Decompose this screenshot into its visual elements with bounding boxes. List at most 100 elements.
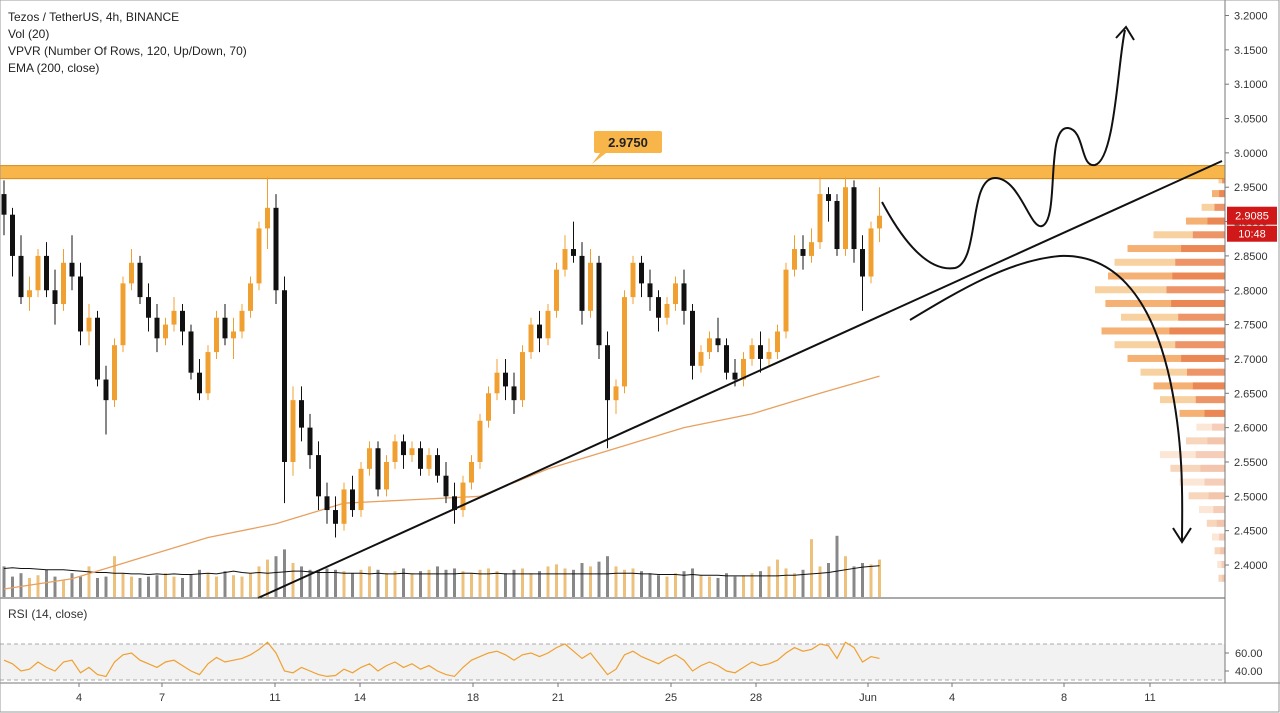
volume-bar [478, 569, 482, 597]
price-tick-label: 3.2000 [1234, 11, 1268, 23]
vpvr-bar-down [1207, 437, 1225, 445]
candle-body [367, 448, 372, 469]
candle-body [69, 262, 75, 277]
price-tick-label: 2.6000 [1234, 423, 1268, 435]
vpvr-bar [1160, 451, 1225, 459]
candle-body [426, 455, 432, 469]
candle-body [197, 372, 202, 394]
candle-body [282, 290, 287, 462]
time-tick-label: 8 [1061, 692, 1067, 704]
volume-bar [121, 573, 125, 597]
volume-bar [249, 573, 252, 597]
vpvr-bar-down [1186, 368, 1225, 376]
volume-bar [240, 576, 244, 597]
vpvr-bar-down [1222, 176, 1225, 184]
volume-bar [521, 568, 524, 597]
price-tick-label: 3.0500 [1234, 114, 1268, 126]
candle-body [860, 249, 865, 277]
volume-bar [657, 575, 660, 597]
vpvr-bar [1214, 547, 1225, 555]
vpvr-bar [1188, 492, 1225, 500]
volume-bar [665, 576, 669, 597]
volume-bar [733, 576, 737, 597]
vpvr-bar-down [1181, 354, 1225, 362]
vpvr-bar [1105, 299, 1225, 307]
resistance-label-box [594, 131, 662, 153]
candle-body [307, 427, 313, 456]
volume-bar [631, 568, 635, 597]
vpvr-indicator-label: VPVR (Number Of Rows, 120, Up/Down, 70) [8, 44, 247, 58]
volume-bar [648, 573, 652, 597]
volume-bar [572, 569, 575, 597]
candle-body [27, 290, 32, 298]
candle-body [52, 290, 58, 304]
vpvr-bar-down [1219, 533, 1225, 541]
volume-bar [810, 539, 813, 597]
volume-bar [351, 573, 354, 597]
rsi-line [3, 641, 880, 678]
candle-body [775, 331, 780, 353]
candle-body [469, 461, 474, 483]
volume-bar [36, 575, 40, 597]
volume-bar [79, 576, 82, 597]
candle-body [698, 352, 704, 366]
candle-body [401, 441, 406, 456]
vpvr-bar-down [1204, 409, 1225, 417]
candle-body [579, 255, 585, 311]
volume-bar [776, 559, 779, 597]
price-tick-label: 2.7000 [1234, 354, 1268, 366]
time-tick-label: 14 [354, 692, 366, 704]
chart-legend: Tezos / TetherUS, 4h, BINANCE Vol (20) V… [8, 9, 247, 77]
candle-body [384, 461, 389, 490]
candle-body [545, 310, 551, 339]
bearish-arrowhead [1172, 527, 1192, 544]
candle-body [273, 207, 279, 291]
vpvr-bar [1140, 368, 1225, 376]
vpvr-bar-down [1213, 506, 1225, 514]
candle-body [10, 214, 15, 256]
bullish-arrowhead [1115, 25, 1135, 41]
volume-bar [87, 566, 91, 597]
vpvr-bar-down [1195, 396, 1225, 404]
candle-body [290, 400, 296, 462]
candle-body [256, 228, 262, 284]
vpvr-bar-down [1169, 327, 1225, 335]
volume-ma-line [3, 565, 880, 577]
candle-body [503, 372, 508, 387]
resistance-label: 2.9750 [608, 135, 648, 150]
volume-bar [716, 577, 720, 597]
volume-bar [198, 569, 201, 597]
time-tick-label: 11 [269, 692, 280, 704]
candle-body [494, 372, 500, 394]
vpvr-bar-down [1208, 492, 1225, 500]
candle-body [673, 283, 678, 304]
volume-bar [546, 566, 550, 597]
vpvr-bar [1206, 519, 1225, 527]
volume-bar [232, 575, 235, 597]
vpvr-bar-down [1172, 272, 1225, 280]
volume-bar [674, 573, 677, 597]
price-tick-label: 2.8500 [1234, 251, 1268, 263]
volume-bar [691, 568, 694, 597]
candle-body [528, 324, 534, 353]
volume-bar [878, 559, 881, 597]
volume-bar [189, 574, 193, 597]
volume-bar [317, 571, 320, 597]
volume-bar [206, 573, 210, 597]
candle-body [741, 358, 746, 380]
vpvr-bar-down [1192, 382, 1225, 390]
trend-drawings [257, 25, 1223, 599]
vpvr-bar [1101, 327, 1225, 335]
volume-bar [11, 576, 14, 597]
price-tick-label: 3.1500 [1234, 45, 1268, 57]
time-tick-label: 11 [1144, 692, 1155, 704]
candle-body [656, 297, 661, 318]
vpvr-bar [1217, 561, 1225, 568]
vpvr-bar [1095, 286, 1225, 294]
volume-bar [104, 576, 108, 597]
volume-bar [291, 563, 295, 597]
candles [1, 176, 882, 538]
price-tick-label: 3.1000 [1234, 79, 1268, 91]
